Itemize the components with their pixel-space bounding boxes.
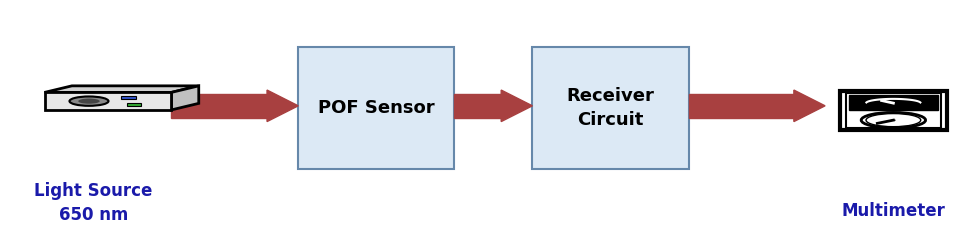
Bar	[171, 94, 267, 118]
Bar	[454, 94, 501, 118]
Polygon shape	[267, 90, 298, 121]
FancyBboxPatch shape	[839, 91, 947, 130]
Bar	[532, 47, 689, 169]
Bar	[121, 96, 137, 99]
Circle shape	[866, 114, 920, 127]
Bar	[689, 94, 794, 118]
Bar	[127, 103, 141, 106]
Circle shape	[861, 112, 925, 128]
FancyBboxPatch shape	[848, 95, 938, 110]
Polygon shape	[501, 90, 532, 121]
Polygon shape	[171, 86, 198, 110]
Polygon shape	[794, 90, 826, 121]
FancyBboxPatch shape	[45, 92, 171, 110]
Text: Receiver
Circuit: Receiver Circuit	[567, 87, 655, 129]
Bar	[298, 47, 454, 169]
Text: Multimeter: Multimeter	[841, 202, 946, 220]
Circle shape	[69, 97, 108, 106]
FancyBboxPatch shape	[845, 93, 941, 128]
Circle shape	[78, 98, 100, 104]
Polygon shape	[45, 86, 198, 92]
Text: POF Sensor: POF Sensor	[318, 99, 435, 117]
Text: Light Source
650 nm: Light Source 650 nm	[34, 182, 152, 223]
Circle shape	[891, 120, 896, 121]
